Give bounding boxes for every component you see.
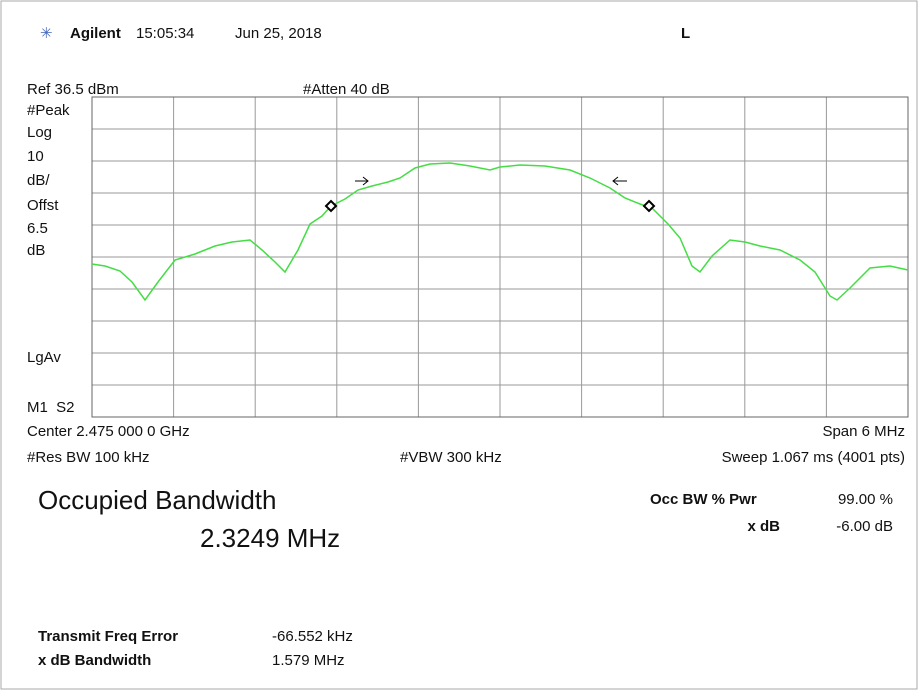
scale-label: dB/: [27, 172, 50, 189]
atten: #Atten 40 dB: [303, 81, 390, 98]
lgav: LgAv: [27, 349, 61, 366]
scale-label: dB: [27, 242, 45, 259]
logo-icon: ✳: [40, 25, 53, 42]
occ-markers: [324, 199, 656, 213]
scale-label: Offst: [27, 197, 59, 214]
brand: Agilent: [70, 25, 121, 42]
bw-arrows: [355, 176, 627, 186]
result-title: Occupied Bandwidth: [38, 485, 276, 515]
vbw: #VBW 300 kHz: [400, 449, 502, 466]
occ-label: Occ BW % Pwr: [650, 491, 757, 508]
header: ✳ Agilent 15:05:34 Jun 25, 2018 L: [40, 25, 690, 42]
trace: [91, 162, 909, 302]
footer-value: 1.579 MHz: [272, 652, 345, 669]
left-labels: #Peak Log 10 dB/Offst 6.5 dB: [27, 102, 70, 259]
graticule-border: [91, 96, 909, 418]
footer-value: -66.552 kHz: [272, 628, 353, 645]
scale-label: Log: [27, 124, 52, 141]
xdb-value: -6.00 dB: [836, 518, 893, 535]
res-bw: #Res BW 100 kHz: [27, 449, 150, 466]
date: Jun 25, 2018: [235, 25, 322, 42]
sweep: Sweep 1.067 ms (4001 pts): [722, 449, 905, 466]
result-value: 2.3249 MHz: [200, 523, 340, 553]
time: 15:05:34: [136, 25, 194, 42]
scale-label: 6.5: [27, 220, 48, 237]
footer-label: x dB Bandwidth: [38, 652, 151, 669]
span: Span 6 MHz: [822, 423, 905, 440]
grid: [92, 97, 908, 417]
markers: M1 S2: [27, 399, 75, 416]
mode: L: [681, 25, 690, 42]
ref-level: Ref 36.5 dBm: [27, 81, 119, 98]
scale-label: 10: [27, 148, 44, 165]
xdb-label: x dB: [747, 518, 780, 535]
occ-value: 99.00 %: [838, 491, 893, 508]
center: Center 2.475 000 0 GHz: [27, 423, 190, 440]
footer-label: Transmit Freq Error: [38, 628, 178, 645]
scale-label: #Peak: [27, 102, 70, 119]
